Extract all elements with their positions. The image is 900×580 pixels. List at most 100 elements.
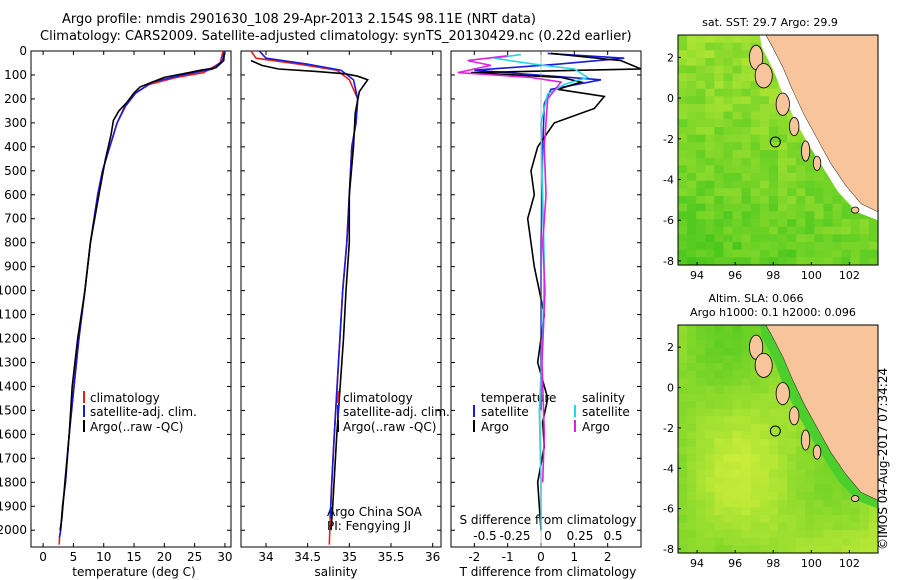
- sla_map-cell: [723, 431, 734, 440]
- sst_map-cell: [741, 196, 752, 205]
- sst_map-cell: [723, 111, 734, 120]
- sst_map-cell: [714, 219, 725, 228]
- sla_map-cell: [678, 530, 688, 539]
- sla_map-cell: [741, 461, 752, 470]
- sst_map-cell: [723, 65, 734, 74]
- temperature-legend-climatology: climatology: [90, 391, 160, 405]
- sla_map-cell: [723, 363, 734, 372]
- sla_map-ytick-label: -8: [663, 543, 674, 556]
- sla_map-cell: [678, 347, 688, 356]
- sst_map-cell: [759, 127, 770, 136]
- sst_map-cell: [696, 88, 706, 97]
- sla_map-cell: [723, 347, 734, 356]
- sst_map-cell: [759, 242, 770, 251]
- sst_map-island: [850, 206, 860, 214]
- sla_map-cell: [841, 545, 852, 554]
- sla_map-cell: [750, 492, 761, 501]
- sst_map-cell: [778, 119, 788, 128]
- sla_map-cell: [678, 515, 688, 524]
- sla_map-cell: [778, 499, 788, 508]
- sla_map-cell: [696, 530, 706, 539]
- sla_map-cell: [705, 477, 715, 486]
- sla_map-cell: [841, 537, 852, 546]
- sla_map-cell: [714, 340, 725, 349]
- sla_map-cell: [741, 537, 752, 546]
- sla_map-cell: [768, 416, 779, 425]
- sla_map-cell: [750, 416, 761, 425]
- sla_map-cell: [805, 446, 815, 455]
- sst_map-cell: [678, 65, 688, 74]
- sst_map-xtick-label: 98: [766, 269, 780, 282]
- sla_map-cell: [687, 515, 697, 524]
- salinity-series-2: [250, 59, 369, 531]
- sst_map-cell: [705, 104, 715, 113]
- temperature-ytick-label: 1800: [0, 475, 27, 489]
- sla_map-cell: [859, 545, 870, 554]
- sst_map-cell: [714, 88, 725, 97]
- sla_map-cell: [759, 431, 770, 440]
- sst_map-cell: [768, 188, 779, 197]
- sst_map-cell: [814, 188, 825, 197]
- sst_map-cell: [678, 35, 688, 44]
- sla_map-cell: [850, 507, 861, 516]
- sla_map-cell: [714, 515, 725, 524]
- differences-series-0: [474, 52, 625, 411]
- difference-top-tick-label: 0: [544, 529, 552, 543]
- sst_map-cell: [678, 226, 688, 235]
- sla_map-cell: [759, 492, 770, 501]
- sst_map-cell: [741, 219, 752, 228]
- sst_map-cell: [687, 88, 697, 97]
- sla_map-cell: [696, 537, 706, 546]
- sst_map-cell: [696, 203, 706, 212]
- sla_map-cell: [705, 454, 715, 463]
- sst_map-cell: [723, 157, 734, 166]
- sst_map-cell: [796, 234, 806, 243]
- sla_map-cell: [859, 522, 870, 531]
- sst_map-cell: [714, 58, 725, 67]
- sla_map-cell: [778, 408, 788, 417]
- sst_map-cell: [805, 150, 815, 159]
- sst_map-cell: [759, 173, 770, 182]
- sla_map-cell: [723, 492, 734, 501]
- temperature-ytick-label: 1400: [0, 379, 27, 393]
- sla_map-cell: [696, 385, 706, 394]
- sst_map-cell: [732, 119, 743, 128]
- sla_map-cell: [768, 385, 779, 394]
- sla_map-cell: [868, 507, 879, 516]
- sst_map-cell: [778, 173, 788, 182]
- sla_map-island: [812, 444, 822, 460]
- sla_map-cell: [714, 499, 725, 508]
- sst_map-cell: [732, 249, 743, 258]
- sst_map-cell: [741, 203, 752, 212]
- sst_map-cell: [787, 165, 797, 174]
- sst_map-cell: [796, 180, 806, 189]
- sla_map-cell: [759, 340, 770, 349]
- sla_map-cell: [705, 537, 715, 546]
- sla_map-cell: [741, 439, 752, 448]
- sla_map-cell: [787, 454, 797, 463]
- sst_map-cell: [678, 96, 688, 105]
- sst_map-cell: [850, 257, 861, 266]
- sst_map-cell: [741, 73, 752, 82]
- sla_map-cell: [768, 461, 779, 470]
- sst_map-cell: [850, 211, 861, 220]
- difference-legend-temperature-header: temperature: [481, 391, 556, 405]
- sla_map-cell: [787, 545, 797, 554]
- sst_map-cell: [841, 211, 852, 220]
- sla_map-cell: [787, 522, 797, 531]
- sla_map-cell: [705, 446, 715, 455]
- sst_map-cell: [678, 111, 688, 120]
- temperature-ytick-label: 1500: [0, 403, 27, 417]
- differences-series-1: [470, 52, 642, 531]
- sst_map-cell: [759, 249, 770, 258]
- sla_map-cell: [705, 408, 715, 417]
- sla_map-cell: [759, 446, 770, 455]
- sst_map-cell: [796, 150, 806, 159]
- temperature-xtick-label: 25: [187, 550, 202, 564]
- differences-xtick-label: -2: [468, 550, 480, 564]
- sst_map-cell: [805, 234, 815, 243]
- sst-map-panel: sat. SST: 29.7 Argo: 29.9 94 96 98 100 102 2 0…: [663, 16, 879, 282]
- salinity-xtick-label: 35.5: [378, 550, 405, 564]
- sst_map-cell: [832, 203, 843, 212]
- sst_map-cell: [723, 35, 734, 44]
